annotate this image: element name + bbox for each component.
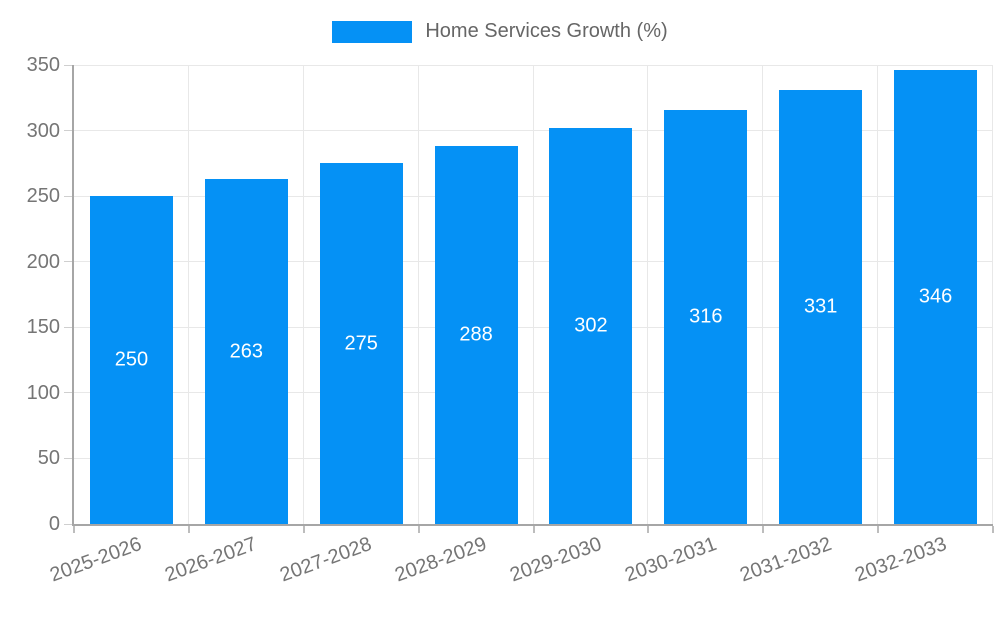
- bar-2026-2027[interactable]: 263: [204, 179, 288, 524]
- bar-value-label: 263: [229, 340, 263, 363]
- gridline-vertical: [187, 65, 189, 524]
- y-axis-label: 300: [26, 119, 60, 142]
- x-axis-label: 2027-2028: [277, 533, 375, 587]
- y-axis-label: 150: [26, 316, 60, 339]
- legend-swatch: [332, 20, 413, 43]
- y-axis-label: 350: [26, 54, 60, 76]
- gridline-horizontal: [74, 457, 993, 459]
- bar-2029-2030[interactable]: 302: [549, 127, 633, 524]
- x-axis-tick: [877, 526, 880, 533]
- bar-2032-2033[interactable]: 346: [894, 70, 978, 524]
- gridline-vertical: [647, 65, 649, 524]
- bar-value-label: 250: [114, 348, 149, 371]
- y-axis-tick: [64, 261, 72, 263]
- x-axis-tick: [647, 526, 650, 533]
- bar-value-label: 316: [689, 305, 723, 328]
- gridline-vertical: [877, 65, 879, 524]
- gridline-vertical: [762, 65, 764, 524]
- x-axis-tick: [417, 526, 420, 533]
- y-axis-tick: [64, 326, 72, 328]
- gridline-vertical: [302, 65, 304, 524]
- bar-2031-2032[interactable]: 331: [779, 89, 863, 524]
- y-axis-tick: [64, 130, 72, 132]
- plot-area: 250 263 275 288 302 316 331 346: [72, 64, 993, 526]
- gridline-horizontal: [74, 392, 993, 394]
- gridline-horizontal: [74, 195, 993, 197]
- legend-label: Home Services Growth (%): [425, 20, 668, 42]
- legend-item[interactable]: Home Services Growth (%): [332, 20, 668, 43]
- y-axis-tick: [64, 523, 72, 525]
- y-axis-label: 50: [37, 447, 60, 470]
- x-axis-tick: [992, 526, 994, 533]
- gridline-horizontal: [74, 326, 993, 328]
- x-axis-tick: [73, 526, 75, 533]
- gridline-horizontal: [74, 130, 993, 132]
- x-axis-label: 2029-2030: [507, 533, 605, 587]
- y-axis-tick: [64, 64, 72, 66]
- y-axis-label: 250: [26, 185, 60, 208]
- y-axis-tick: [64, 457, 72, 459]
- gridline-horizontal: [74, 261, 993, 263]
- bar-2028-2029[interactable]: 288: [434, 146, 518, 524]
- gridline-vertical: [992, 65, 993, 524]
- x-axis-label: 2026-2027: [162, 533, 260, 587]
- gridline-horizontal: [74, 64, 993, 66]
- gridline-vertical: [417, 65, 419, 524]
- x-axis-label: 2031-2032: [736, 533, 835, 587]
- legend: Home Services Growth (%): [0, 20, 1000, 43]
- bar-value-label: 302: [574, 314, 608, 337]
- y-axis-label: 100: [26, 381, 60, 404]
- x-axis-label: 2030-2031: [621, 533, 720, 587]
- bar-value-label: 275: [344, 332, 378, 355]
- bar-value-label: 331: [804, 295, 838, 318]
- y-axis-label: 200: [26, 250, 60, 273]
- x-axis-tick: [302, 526, 305, 533]
- gridline-vertical: [532, 65, 534, 524]
- x-axis-label: 2028-2029: [392, 533, 490, 587]
- x-axis-tick: [532, 526, 535, 533]
- x-axis-tick: [187, 526, 190, 533]
- bar-2027-2028[interactable]: 275: [319, 163, 403, 524]
- bar-value-label: 288: [459, 323, 493, 346]
- bar-2025-2026[interactable]: 250: [89, 196, 173, 524]
- home-services-growth-chart: Home Services Growth (%) 250 263 275 288 302…: [0, 20, 1000, 587]
- bar-2030-2031[interactable]: 316: [664, 109, 748, 524]
- x-axis-tick: [762, 526, 765, 533]
- bar-value-label: 346: [918, 285, 953, 308]
- y-axis-label: 0: [48, 513, 60, 535]
- y-axis-tick: [64, 195, 72, 197]
- x-axis-label: 2032-2033: [851, 533, 950, 587]
- y-axis-tick: [64, 392, 72, 394]
